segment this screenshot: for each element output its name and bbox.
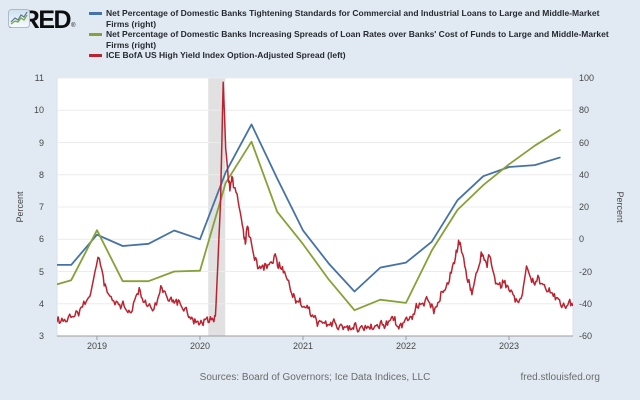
y-left-tick-label: 8 [38,169,44,180]
footer-site-link: fred.stlouisfed.org [520,372,601,383]
legend-item-0: Net Percentage of Domestic Banks Tighten… [89,8,611,29]
legend-item-2: ICE BofA US High Yield Index Option-Adju… [89,50,611,61]
series-line-1 [57,128,561,312]
y-right-tick-label: 20 [579,202,590,212]
legend: Net Percentage of Domestic Banks Tighten… [89,8,611,61]
x-tick-label: 2019 [86,341,107,351]
y-left-tick-label: 11 [34,73,44,83]
series-line-0 [57,123,561,293]
y-left-tick-label: 7 [38,202,44,212]
y-right-tick-label: 40 [579,169,590,180]
legend-label: Net Percentage of Domestic Banks Increas… [106,29,609,50]
y-right-tick-label: -60 [579,331,593,341]
y-left-tick-label: 10 [33,105,44,116]
right-axis-title: Percent [615,191,625,223]
y-left-tick-label: 3 [38,331,44,341]
y-right-tick-label: 80 [579,105,590,116]
y-left-tick-label: 5 [38,266,44,277]
registered-mark: ® [71,23,76,29]
legend-label: Net Percentage of Domestic Banks Tighten… [106,8,600,29]
left-axis-title: Percent [15,191,25,223]
y-right-tick-label: -20 [579,266,593,277]
fred-logo: FRED ® [8,8,77,33]
footer-sources: Sources: Board of Governors; Ice Data In… [199,372,431,383]
x-tick-label: 2022 [395,341,417,351]
y-left-tick-label: 4 [38,298,44,309]
legend-swatch [89,53,102,57]
x-tick-label: 2021 [292,341,313,351]
legend-swatch [89,32,102,36]
y-left-tick-label: 6 [38,234,44,245]
x-tick-label: 2023 [499,341,520,351]
legend-item-1: Net Percentage of Domestic Banks Increas… [89,29,611,50]
legend-swatch [89,11,102,15]
x-tick-label: 2020 [189,341,210,351]
legend-label: ICE BofA US High Yield Index Option-Adju… [106,50,346,60]
y-right-tick-label: 60 [579,137,590,148]
series-line-2 [57,81,573,333]
y-right-tick-label: 100 [579,73,595,83]
y-right-tick-label: 0 [579,234,585,245]
y-left-tick-label: 9 [38,137,44,148]
y-right-tick-label: -40 [579,298,593,309]
